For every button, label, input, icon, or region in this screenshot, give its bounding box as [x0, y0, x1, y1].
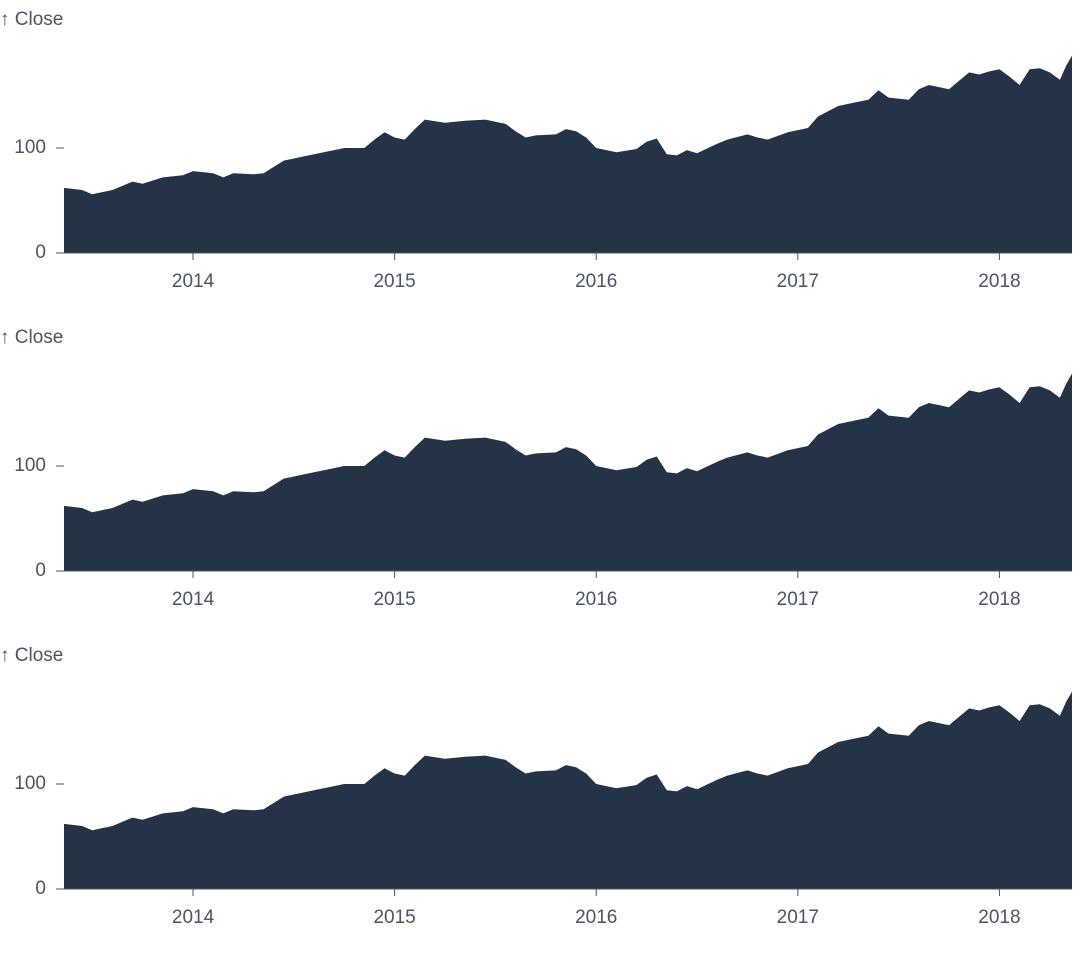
area — [64, 55, 1072, 253]
x-tick-label: 2018 — [978, 907, 1020, 928]
x-tick-label: 2016 — [575, 589, 617, 610]
y-tick-label: 100 — [14, 137, 46, 158]
chart: ↑ Close 0 100 2014 2015 2016 2017 2018 — [0, 327, 1072, 610]
x-tick-label: 2014 — [172, 271, 215, 292]
area — [64, 691, 1072, 889]
chart: ↑ Close 0 100 2014 2015 2016 2017 2018 — [0, 9, 1072, 292]
x-tick-label: 2015 — [373, 589, 415, 610]
x-tick-label: 2015 — [373, 907, 415, 928]
y-tick-label: 0 — [35, 560, 46, 581]
x-tick-label: 2017 — [777, 271, 819, 292]
y-axis-label: ↑ Close — [0, 645, 63, 666]
x-tick-label: 2017 — [777, 589, 819, 610]
x-tick-label: 2016 — [575, 907, 617, 928]
y-axis-label: ↑ Close — [0, 327, 63, 348]
x-tick-label: 2014 — [172, 907, 215, 928]
y-tick-label: 0 — [35, 242, 46, 263]
y-axis-label: ↑ Close — [0, 9, 63, 30]
chart: ↑ Close 0 100 2014 2015 2016 2017 2018 — [0, 645, 1072, 928]
x-tick-label: 2018 — [978, 589, 1020, 610]
y-tick-label: 100 — [14, 455, 46, 476]
x-tick-label: 2017 — [777, 907, 819, 928]
x-tick-label: 2014 — [172, 589, 215, 610]
x-tick-label: 2016 — [575, 271, 617, 292]
y-tick-label: 0 — [35, 878, 46, 899]
x-tick-label: 2018 — [978, 271, 1020, 292]
x-tick-label: 2015 — [373, 271, 415, 292]
y-tick-label: 100 — [14, 773, 46, 794]
area — [64, 373, 1072, 571]
